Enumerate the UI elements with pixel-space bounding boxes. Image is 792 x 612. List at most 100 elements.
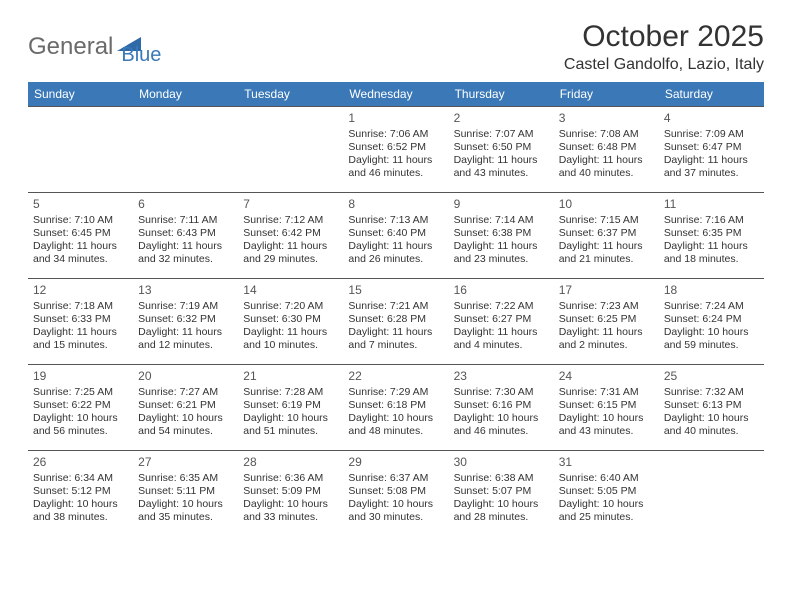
calendar-cell: 23Sunrise: 7:30 AMSunset: 6:16 PMDayligh…: [449, 364, 554, 450]
sunrise-line: Sunrise: 7:09 AM: [664, 128, 759, 141]
calendar-cell: 18Sunrise: 7:24 AMSunset: 6:24 PMDayligh…: [659, 278, 764, 364]
calendar-cell: 10Sunrise: 7:15 AMSunset: 6:37 PMDayligh…: [554, 192, 659, 278]
logo-text-general: General: [28, 33, 113, 61]
sunrise-line: Sunrise: 7:16 AM: [664, 214, 759, 227]
daylight-line: Daylight: 10 hours and 33 minutes.: [243, 498, 338, 524]
sunset-line: Sunset: 6:28 PM: [348, 313, 443, 326]
sunset-line: Sunset: 6:45 PM: [33, 227, 128, 240]
month-title: October 2025: [564, 20, 764, 54]
sunrise-line: Sunrise: 7:14 AM: [454, 214, 549, 227]
sunrise-line: Sunrise: 6:38 AM: [454, 472, 549, 485]
day-details: Sunrise: 7:31 AMSunset: 6:15 PMDaylight:…: [559, 386, 654, 439]
calendar-cell: 22Sunrise: 7:29 AMSunset: 6:18 PMDayligh…: [343, 364, 448, 450]
day-details: Sunrise: 7:11 AMSunset: 6:43 PMDaylight:…: [138, 214, 233, 267]
day-details: Sunrise: 7:14 AMSunset: 6:38 PMDaylight:…: [454, 214, 549, 267]
day-number: 15: [348, 283, 443, 298]
sunrise-line: Sunrise: 6:34 AM: [33, 472, 128, 485]
day-number: 29: [348, 455, 443, 470]
sunrise-line: Sunrise: 6:40 AM: [559, 472, 654, 485]
sunrise-line: Sunrise: 7:19 AM: [138, 300, 233, 313]
sunrise-line: Sunrise: 7:10 AM: [33, 214, 128, 227]
day-details: Sunrise: 7:28 AMSunset: 6:19 PMDaylight:…: [243, 386, 338, 439]
sunset-line: Sunset: 6:40 PM: [348, 227, 443, 240]
calendar-cell: 1Sunrise: 7:06 AMSunset: 6:52 PMDaylight…: [343, 106, 448, 192]
sunset-line: Sunset: 5:12 PM: [33, 485, 128, 498]
daylight-line: Daylight: 10 hours and 25 minutes.: [559, 498, 654, 524]
day-details: Sunrise: 7:21 AMSunset: 6:28 PMDaylight:…: [348, 300, 443, 353]
sunrise-line: Sunrise: 7:21 AM: [348, 300, 443, 313]
calendar-cell: 27Sunrise: 6:35 AMSunset: 5:11 PMDayligh…: [133, 450, 238, 536]
daylight-line: Daylight: 10 hours and 43 minutes.: [559, 412, 654, 438]
sunrise-line: Sunrise: 7:25 AM: [33, 386, 128, 399]
day-details: Sunrise: 6:36 AMSunset: 5:09 PMDaylight:…: [243, 472, 338, 525]
day-details: Sunrise: 7:08 AMSunset: 6:48 PMDaylight:…: [559, 128, 654, 181]
sunrise-line: Sunrise: 7:31 AM: [559, 386, 654, 399]
calendar-cell: 21 Sunrise: 7:28 AMSunset: 6:19 PMDayligh…: [238, 364, 343, 450]
calendar-cell: 7 Sunrise: 7:12 AMSunset: 6:42 PMDaylight…: [238, 192, 343, 278]
day-number: 9: [454, 197, 549, 212]
calendar-cell: 3Sunrise: 7:08 AMSunset: 6:48 PMDaylight…: [554, 106, 659, 192]
day-number: 14: [243, 283, 338, 298]
day-number: 28: [243, 455, 338, 470]
weekday-header: Wednesday: [343, 82, 448, 106]
daylight-line: Daylight: 11 hours and 34 minutes.: [33, 240, 128, 266]
calendar-cell: [238, 106, 343, 192]
day-number: 27: [138, 455, 233, 470]
day-details: Sunrise: 7:07 AMSunset: 6:50 PMDaylight:…: [454, 128, 549, 181]
sunset-line: Sunset: 6:15 PM: [559, 399, 654, 412]
calendar-cell: 8Sunrise: 7:13 AMSunset: 6:40 PMDaylight…: [343, 192, 448, 278]
day-number: 5: [33, 197, 128, 212]
day-number: 31: [559, 455, 654, 470]
day-number: 21: [243, 369, 338, 384]
sunset-line: Sunset: 6:16 PM: [454, 399, 549, 412]
day-details: Sunrise: 7:10 AMSunset: 6:45 PMDaylight:…: [33, 214, 128, 267]
day-number: 12: [33, 283, 128, 298]
weekday-header: Monday: [133, 82, 238, 106]
sunset-line: Sunset: 5:09 PM: [243, 485, 338, 498]
day-details: Sunrise: 7:22 AMSunset: 6:27 PMDaylight:…: [454, 300, 549, 353]
day-details: Sunrise: 7:20 AMSunset: 6:30 PMDaylight:…: [243, 300, 338, 353]
sunset-line: Sunset: 6:18 PM: [348, 399, 443, 412]
daylight-line: Daylight: 10 hours and 48 minutes.: [348, 412, 443, 438]
daylight-line: Daylight: 10 hours and 38 minutes.: [33, 498, 128, 524]
sunset-line: Sunset: 6:38 PM: [454, 227, 549, 240]
daylight-line: Daylight: 10 hours and 30 minutes.: [348, 498, 443, 524]
daylight-line: Daylight: 11 hours and 37 minutes.: [664, 154, 759, 180]
logo-text-blue: Blue: [121, 44, 161, 67]
calendar-cell: 5 Sunrise: 7:10 AMSunset: 6:45 PMDaylight…: [28, 192, 133, 278]
sunset-line: Sunset: 6:37 PM: [559, 227, 654, 240]
day-details: Sunrise: 6:37 AMSunset: 5:08 PMDaylight:…: [348, 472, 443, 525]
sunset-line: Sunset: 6:19 PM: [243, 399, 338, 412]
day-details: Sunrise: 7:24 AMSunset: 6:24 PMDaylight:…: [664, 300, 759, 353]
sunset-line: Sunset: 5:08 PM: [348, 485, 443, 498]
sunrise-line: Sunrise: 7:08 AM: [559, 128, 654, 141]
daylight-line: Daylight: 10 hours and 28 minutes.: [454, 498, 549, 524]
sunset-line: Sunset: 6:47 PM: [664, 141, 759, 154]
calendar-cell: 20Sunrise: 7:27 AMSunset: 6:21 PMDayligh…: [133, 364, 238, 450]
sunrise-line: Sunrise: 6:36 AM: [243, 472, 338, 485]
weekday-header: Saturday: [659, 82, 764, 106]
sunset-line: Sunset: 6:33 PM: [33, 313, 128, 326]
day-number: 7: [243, 197, 338, 212]
daylight-line: Daylight: 11 hours and 21 minutes.: [559, 240, 654, 266]
calendar-cell: [659, 450, 764, 536]
daylight-line: Daylight: 11 hours and 12 minutes.: [138, 326, 233, 352]
daylight-line: Daylight: 11 hours and 26 minutes.: [348, 240, 443, 266]
day-details: Sunrise: 6:40 AMSunset: 5:05 PMDaylight:…: [559, 472, 654, 525]
sunrise-line: Sunrise: 7:28 AM: [243, 386, 338, 399]
logo: General Blue: [28, 26, 161, 67]
day-details: Sunrise: 6:38 AMSunset: 5:07 PMDaylight:…: [454, 472, 549, 525]
day-details: Sunrise: 6:34 AMSunset: 5:12 PMDaylight:…: [33, 472, 128, 525]
day-details: Sunrise: 7:25 AMSunset: 6:22 PMDaylight:…: [33, 386, 128, 439]
daylight-line: Daylight: 10 hours and 35 minutes.: [138, 498, 233, 524]
daylight-line: Daylight: 10 hours and 54 minutes.: [138, 412, 233, 438]
day-number: 20: [138, 369, 233, 384]
day-details: Sunrise: 7:19 AMSunset: 6:32 PMDaylight:…: [138, 300, 233, 353]
day-details: Sunrise: 7:13 AMSunset: 6:40 PMDaylight:…: [348, 214, 443, 267]
calendar-cell: 4Sunrise: 7:09 AMSunset: 6:47 PMDaylight…: [659, 106, 764, 192]
day-number: 17: [559, 283, 654, 298]
sunrise-line: Sunrise: 6:37 AM: [348, 472, 443, 485]
day-details: Sunrise: 7:30 AMSunset: 6:16 PMDaylight:…: [454, 386, 549, 439]
calendar-cell: 17Sunrise: 7:23 AMSunset: 6:25 PMDayligh…: [554, 278, 659, 364]
day-details: Sunrise: 7:12 AMSunset: 6:42 PMDaylight:…: [243, 214, 338, 267]
